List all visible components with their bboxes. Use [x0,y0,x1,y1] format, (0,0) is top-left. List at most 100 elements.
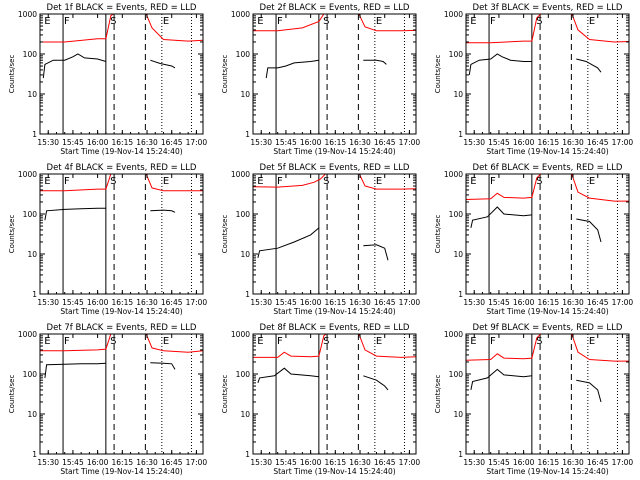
y-tick-label: 1 [245,450,250,459]
events-series-line [150,59,176,69]
x-tick-label: 16:15 [538,138,560,147]
x-tick-label: 15:45 [62,138,84,147]
marker-letter: S [110,336,116,347]
marker-letter: F [64,16,70,27]
y-tick-label: 1000 [18,10,37,19]
events-series-line [257,227,320,259]
marker-letter: E [44,336,50,347]
y-axis-title: Counts/sec [221,55,229,94]
x-tick-label: 16:45 [587,138,609,147]
y-tick-label: 1 [32,290,37,299]
x-tick-label: 16:00 [300,138,322,147]
x-tick-label: 16:00 [513,298,535,307]
x-tick-label: 15:45 [488,458,510,467]
events-series-line [150,362,176,370]
x-axis-title: Start Time (19-Nov-14 15:24:40) [273,147,395,156]
x-tick-label: 16:00 [300,298,322,307]
marker-letter: F [64,176,70,187]
x-tick-label: 16:15 [325,138,347,147]
y-tick-label: 100 [236,210,251,219]
y-axis-title: Counts/sec [8,55,16,94]
marker-letter: E [470,16,476,27]
x-tick-label: 16:30 [349,138,371,147]
y-tick-label: 1000 [444,330,463,339]
x-tick-label: 16:45 [161,138,183,147]
lld-series-line [40,174,203,192]
y-tick-label: 1000 [444,10,463,19]
x-tick-label: 16:15 [112,298,134,307]
x-tick-label: 16:15 [112,138,134,147]
y-tick-label: 1 [458,450,463,459]
x-tick-label: 17:00 [399,458,421,467]
x-tick-label: 16:30 [562,458,584,467]
x-tick-label: 16:15 [538,298,560,307]
x-tick-label: 15:45 [62,458,84,467]
plot-area [466,334,629,454]
y-tick-label: 1000 [231,170,250,179]
marker-letter: E [470,336,476,347]
x-tick-label: 17:00 [399,298,421,307]
x-tick-label: 16:00 [300,458,322,467]
marker-letter: E [376,16,382,27]
x-tick-label: 15:30 [250,138,272,147]
y-tick-label: 1 [245,130,250,139]
x-tick-label: 17:00 [612,458,634,467]
panel-title: Det 7f BLACK = Events, RED = LLD [47,323,197,333]
y-tick-label: 100 [23,50,38,59]
marker-letter: S [323,336,329,347]
marker-letter: F [277,16,283,27]
events-series-line [150,209,176,213]
plot-frame [252,333,417,455]
x-tick-label: 16:00 [513,458,535,467]
marker-letter: S [323,16,329,27]
x-tick-label: 16:30 [136,298,158,307]
x-tick-label: 16:15 [538,458,560,467]
plot-area [253,174,416,294]
x-tick-label: 16:45 [161,298,183,307]
detector-panel: Det 3f BLACK = Events, RED = LLD E F S E 15:3… [434,3,633,156]
y-tick-label: 100 [236,50,251,59]
marker-letter: E [470,176,476,187]
plot-frame [465,13,630,135]
lld-series-line [466,174,629,202]
events-series-line [44,207,106,221]
x-tick-label: 15:30 [463,138,485,147]
x-tick-label: 16:30 [136,138,158,147]
y-axis-title: Counts/sec [8,215,16,254]
events-series-line [363,375,389,391]
detector-panel: Det 5f BLACK = Events, RED = LLD E F S E 15:3… [221,163,420,316]
x-tick-label: 17:00 [186,298,208,307]
x-tick-label: 16:15 [325,298,347,307]
x-tick-label: 16:00 [87,458,109,467]
panel-title: Det 4f BLACK = Events, RED = LLD [47,163,197,173]
lld-series-line [253,174,416,190]
lld-series-line [40,334,203,353]
plot-area [253,14,416,134]
lld-series-line [253,14,416,32]
x-tick-label: 16:00 [87,138,109,147]
events-series-line [265,59,319,79]
y-axis-title: Counts/sec [434,215,442,254]
y-tick-label: 10 [27,250,37,259]
x-axis-title: Start Time (19-Nov-14 15:24:40) [273,467,395,476]
events-series-line [576,379,602,403]
marker-letter: S [536,336,542,347]
plot-area [40,334,203,454]
marker-letter: E [163,16,169,27]
lld-series-line [40,14,203,43]
y-tick-label: 1000 [444,170,463,179]
y-tick-label: 10 [453,410,463,419]
y-tick-label: 1000 [18,330,37,339]
y-axis-title: Counts/sec [8,375,16,414]
marker-letter: E [163,336,169,347]
x-tick-label: 15:45 [275,458,297,467]
marker-letter: F [490,176,496,187]
plot-area [466,14,629,134]
detector-panel: Det 1f BLACK = Events, RED = LLD E F S E 15:3… [8,3,207,156]
x-tick-label: 15:45 [488,138,510,147]
x-tick-label: 16:00 [513,138,535,147]
y-tick-label: 100 [449,370,464,379]
y-tick-label: 10 [240,90,250,99]
x-tick-label: 16:45 [587,298,609,307]
